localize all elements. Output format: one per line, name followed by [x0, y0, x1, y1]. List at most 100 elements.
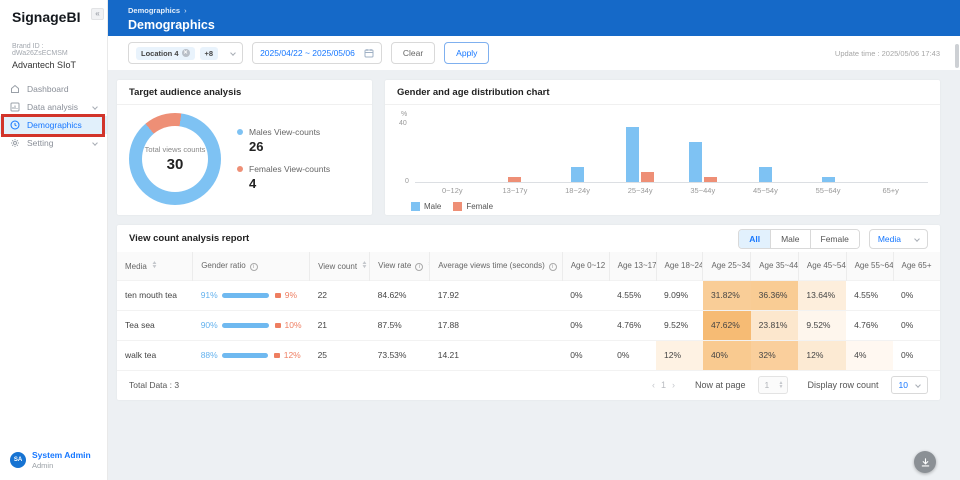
- x-axis-label: 45~54y: [734, 186, 797, 195]
- legend-label: Males View-counts: [249, 127, 320, 137]
- column-header: Age 13~17: [609, 252, 656, 280]
- home-icon: [10, 84, 20, 94]
- table-footer: Total Data : 3 ‹ 1 › Now at page ▲▼ Disp…: [117, 371, 940, 400]
- sidebar-item-dashboard[interactable]: Dashboard: [0, 80, 107, 98]
- page-number[interactable]: 1: [661, 380, 666, 390]
- download-button[interactable]: [914, 451, 936, 473]
- info-icon[interactable]: i: [250, 263, 258, 271]
- chart-legend: MaleFemale: [411, 202, 928, 211]
- female-legend-dot: [237, 166, 243, 172]
- page-title: Demographics: [128, 18, 940, 32]
- male-ratio-value: 88%: [201, 350, 218, 360]
- view-count-report-card: View count analysis report All Male Fema…: [117, 225, 940, 400]
- view-rate-cell: 84.62%: [370, 280, 430, 310]
- user-role: Admin: [32, 461, 91, 470]
- view-count-cell: 22: [310, 280, 370, 310]
- sidebar-collapse-icon[interactable]: «: [91, 8, 104, 20]
- segment-female[interactable]: Female: [810, 230, 859, 248]
- date-range-input[interactable]: 2025/04/22 ~ 2025/05/06: [252, 42, 382, 64]
- update-time: Update time : 2025/05/06 17:43: [835, 49, 940, 58]
- avg-time-cell: 17.92: [430, 280, 563, 310]
- breadcrumb[interactable]: Demographics›: [128, 6, 940, 15]
- sidebar: SignageBI « Brand ID : dWa26ZsECMSM Adva…: [0, 0, 108, 480]
- info-icon[interactable]: i: [549, 263, 557, 271]
- sidebar-item-demographics[interactable]: Demographics: [0, 116, 107, 134]
- female-ratio-bar: [274, 353, 280, 358]
- more-locations-tag[interactable]: +8: [200, 47, 219, 60]
- column-header[interactable]: View ratei▲▼: [370, 252, 430, 280]
- page-input[interactable]: [765, 380, 779, 390]
- tag-close-icon[interactable]: ✕: [182, 49, 190, 57]
- gender-donut: Total views counts 30: [129, 113, 221, 205]
- bar-female: [641, 172, 654, 182]
- view-count-cell: 21: [310, 310, 370, 340]
- x-axis-labels: 0~12y13~17y18~24y25~34y35~44y45~54y55~64…: [415, 186, 928, 195]
- chart-icon: [10, 102, 20, 112]
- sidebar-item-setting[interactable]: Setting: [0, 134, 107, 152]
- media-cell: Tea sea: [117, 310, 193, 340]
- column-header[interactable]: Media▲▼: [117, 252, 193, 280]
- info-icon[interactable]: i: [415, 263, 423, 271]
- bar-male: [571, 167, 584, 182]
- brand-name: Advantech SIoT: [12, 60, 95, 70]
- column-header[interactable]: View count▲▼: [310, 252, 370, 280]
- scrollbar-thumb[interactable]: [955, 44, 959, 68]
- brand-block: Brand ID : dWa26ZsECMSM Advantech SIoT: [0, 29, 107, 70]
- legend-label: Females View-counts: [249, 164, 330, 174]
- prev-page-icon[interactable]: ‹: [652, 380, 655, 390]
- bar-groups: [415, 123, 928, 182]
- male-ratio-bar: [222, 293, 269, 298]
- apply-button[interactable]: Apply: [444, 42, 489, 64]
- female-ratio-value: 12%: [284, 350, 301, 360]
- x-axis-label: 35~44y: [672, 186, 735, 195]
- table-row: ten mouth tea91%9%2284.62%17.920%4.55%9.…: [117, 280, 940, 310]
- view-count-cell: 25: [310, 340, 370, 370]
- table-row: Tea sea90%10%2187.5%17.880%4.76%9.52%47.…: [117, 310, 940, 340]
- gender-ratio-cell: 90%10%: [193, 310, 310, 340]
- age-cell: 9.52%: [656, 310, 703, 340]
- page-input-wrap: ▲▼: [758, 376, 788, 394]
- column-header[interactable]: Average views time (seconds)i▲▼: [430, 252, 563, 280]
- chevron-down-icon: [915, 382, 921, 388]
- clear-button[interactable]: Clear: [391, 42, 435, 64]
- bar-male: [822, 177, 835, 182]
- card-title: Gender and age distribution chart: [385, 80, 940, 105]
- media-filter-select[interactable]: Media: [869, 229, 928, 249]
- stepper-icons[interactable]: ▲▼: [779, 381, 784, 389]
- next-page-icon[interactable]: ›: [672, 380, 675, 390]
- row-count-value: 10: [899, 380, 908, 390]
- sidebar-nav: Dashboard Data analysis Demographics Set…: [0, 80, 107, 152]
- segment-male[interactable]: Male: [770, 230, 809, 248]
- gender-ratio-cell: 88% 12%: [193, 340, 310, 370]
- filter-bar: Location 4 ✕ +8 2025/04/22 ~ 2025/05/06 …: [108, 36, 960, 70]
- row-count-select[interactable]: 10: [891, 376, 928, 394]
- y-axis-tick-zero: 0: [405, 178, 409, 185]
- target-audience-card: Target audience analysis Total views cou…: [117, 80, 372, 215]
- legend-item-males: Males View-counts 26: [237, 127, 330, 154]
- sidebar-item-data-analysis[interactable]: Data analysis: [0, 98, 107, 116]
- sort-icon[interactable]: ▲▼: [152, 261, 157, 269]
- column-header: Age 0~12: [562, 252, 609, 280]
- male-ratio-bar: [222, 353, 268, 358]
- location-select[interactable]: Location 4 ✕ +8: [128, 42, 243, 64]
- age-distribution-chart: % 40 0 0~12y13~17y18~24y25~34y35~44y45~5…: [385, 105, 940, 211]
- user-profile[interactable]: SA System Admin Admin: [10, 450, 91, 470]
- bar-male: [626, 127, 639, 182]
- table-row: walk tea88%12%2573.53%14.210%0%12%40%32%…: [117, 340, 940, 370]
- sidebar-item-label: Setting: [27, 138, 53, 148]
- age-cell: 4.55%: [609, 280, 656, 310]
- column-header: Age 25~34: [703, 252, 751, 280]
- segment-all[interactable]: All: [739, 230, 770, 248]
- gender-segment-control: All Male Female: [738, 229, 860, 249]
- bar-group: [797, 177, 860, 182]
- gear-icon: [10, 138, 20, 148]
- sort-icon[interactable]: ▲▼: [362, 261, 367, 269]
- chevron-down-icon: [92, 104, 98, 110]
- bar-group: [734, 167, 797, 182]
- age-cell: 4%: [846, 340, 893, 370]
- now-at-page-label: Now at page: [695, 380, 746, 390]
- donut-center-label: Total views counts: [145, 145, 206, 154]
- legend-swatch: [411, 202, 420, 211]
- breadcrumb-item[interactable]: Demographics: [128, 6, 180, 15]
- bar-male: [689, 142, 702, 182]
